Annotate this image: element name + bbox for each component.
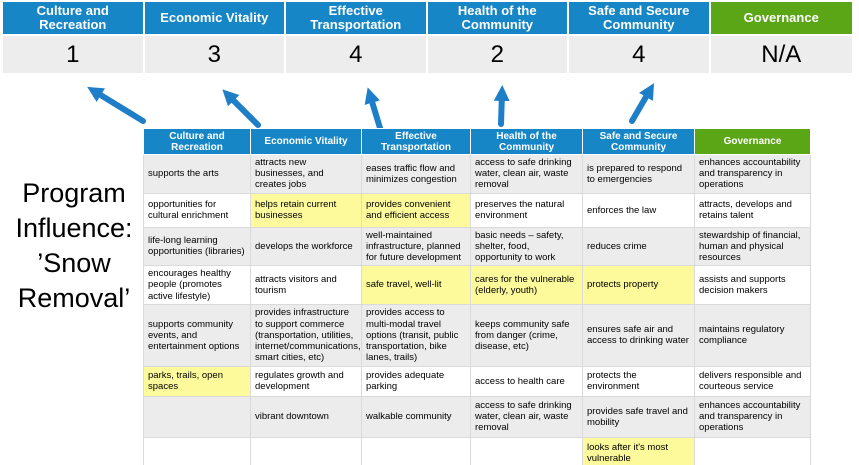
summary-header-health: Health of the Community — [427, 2, 569, 34]
matrix-cell: access to safe drinking water, clean air… — [470, 395, 583, 438]
matrix-cell: attracts new businesses, and creates job… — [250, 154, 362, 194]
matrix-cell: protects property — [582, 265, 695, 305]
table-row: Culture and Recreation Economic Vitality E… — [143, 128, 811, 155]
matrix-cell: eases traffic flow and minimizes congest… — [361, 154, 471, 194]
matrix-cell: regulates growth and development — [250, 365, 362, 397]
summary-header-culture: Culture and Recreation — [3, 2, 145, 34]
matrix-header-cell: Governance — [694, 128, 811, 155]
priority-summary-strip: Culture and Recreation 1 Economic Vitali… — [3, 2, 852, 73]
up-arrow-icon — [493, 85, 510, 127]
table-row: parks, trails, open spaces regulates grow… — [143, 365, 811, 397]
summary-column-transportation: Effective Transportation 4 — [286, 2, 428, 73]
matrix-header-cell: Safe and Secure Community — [582, 128, 695, 155]
matrix-cell: walkable community — [361, 395, 471, 438]
summary-score-governance: N/A — [710, 34, 852, 73]
table-row: looks after it's most vulnerable — [143, 436, 811, 465]
up-arrow-icon — [222, 89, 261, 128]
table-row: life-long learning opportunities (librar… — [143, 226, 811, 267]
matrix-header-cell: Effective Transportation — [361, 128, 471, 155]
summary-score-economic: 3 — [144, 34, 286, 73]
matrix-cell — [361, 436, 471, 465]
matrix-cell: maintains regulatory compliance — [694, 303, 811, 367]
matrix-cell: is prepared to respond to emergencies — [582, 154, 695, 194]
matrix-header-cell: Economic Vitality — [250, 128, 362, 155]
matrix-cell — [143, 436, 251, 465]
matrix-cell — [250, 436, 362, 465]
matrix-cell: reduces crime — [582, 226, 695, 267]
matrix-cell: attracts visitors and tourism — [250, 265, 362, 305]
up-arrow-icon — [87, 86, 146, 124]
matrix-cell: enforces the law — [582, 192, 695, 228]
summary-header-safety: Safe and Secure Community — [569, 2, 711, 34]
matrix-cell: provides safe travel and mobility — [582, 395, 695, 438]
matrix-cell: access to health care — [470, 365, 583, 397]
matrix-cell: basic needs – safety, shelter, food, opp… — [470, 226, 583, 267]
matrix-cell — [143, 395, 251, 438]
matrix-cell: vibrant downtown — [250, 395, 362, 438]
matrix-cell: attracts, develops and retains talent — [694, 192, 811, 228]
summary-column-economic: Economic Vitality 3 — [144, 2, 286, 73]
matrix-cell: safe travel, well-lit — [361, 265, 471, 305]
matrix-cell: provides adequate parking — [361, 365, 471, 397]
summary-header-economic: Economic Vitality — [144, 2, 286, 34]
matrix-cell: protects the environment — [582, 365, 695, 397]
matrix-cell — [470, 436, 583, 465]
matrix-cell: ensures safe air and access to drinking … — [582, 303, 695, 367]
matrix-cell: encourages healthy people (promotes acti… — [143, 265, 251, 305]
matrix-cell: looks after it's most vulnerable — [582, 436, 695, 465]
program-title: Program Influence: ’Snow Removal’ — [15, 178, 133, 314]
summary-column-culture: Culture and Recreation 1 — [3, 2, 145, 73]
matrix-cell: parks, trails, open spaces — [143, 365, 251, 397]
matrix-cell: enhances accountability and transparency… — [694, 395, 811, 438]
matrix-cell: well-maintained infrastructure, planned … — [361, 226, 471, 267]
summary-column-safety: Safe and Secure Community 4 — [569, 2, 711, 73]
matrix-header-cell: Health of the Community — [470, 128, 583, 155]
matrix-header-cell: Culture and Recreation — [143, 128, 251, 155]
up-arrow-icon — [629, 83, 655, 124]
matrix-cell: life-long learning opportunities (librar… — [143, 226, 251, 267]
summary-score-health: 2 — [427, 34, 569, 73]
summary-column-governance: Governance N/A — [710, 2, 852, 73]
matrix-cell: stewardship of financial, human and phys… — [694, 226, 811, 267]
matrix-cell: supports community events, and entertain… — [143, 303, 251, 367]
matrix-cell: develops the workforce — [250, 226, 362, 267]
matrix-cell: supports the arts — [143, 154, 251, 194]
matrix-cell: access to safe drinking water, clean air… — [470, 154, 583, 194]
table-row: supports community events, and entertain… — [143, 303, 811, 367]
table-row: opportunities for cultural enrichment hel… — [143, 192, 811, 228]
table-row: vibrant downtown walkable community access… — [143, 395, 811, 438]
matrix-cell: provides access to multi-modal travel op… — [361, 303, 471, 367]
summary-score-culture: 1 — [3, 34, 145, 73]
summary-header-transportation: Effective Transportation — [286, 2, 428, 34]
summary-score-safety: 4 — [569, 34, 711, 73]
matrix-body: supports the arts attracts new businesses… — [143, 154, 811, 465]
summary-header-governance: Governance — [710, 2, 852, 34]
influence-matrix: Culture and Recreation Economic Vitality E… — [143, 128, 811, 465]
matrix-cell: provides convenient and efficient access — [361, 192, 471, 228]
matrix-cell: assists and supports decision makers — [694, 265, 811, 305]
matrix-header-row: Culture and Recreation Economic Vitality E… — [143, 128, 811, 155]
up-arrow-icon — [364, 87, 383, 131]
matrix-cell: helps retain current businesses — [250, 192, 362, 228]
table-row: encourages healthy people (promotes acti… — [143, 265, 811, 305]
matrix-cell: cares for the vulnerable (elderly, youth… — [470, 265, 583, 305]
matrix-cell: opportunities for cultural enrichment — [143, 192, 251, 228]
matrix-cell: provides infrastructure to support comme… — [250, 303, 362, 367]
summary-score-transportation: 4 — [286, 34, 428, 73]
matrix-cell: keeps community safe from danger (crime,… — [470, 303, 583, 367]
summary-column-health: Health of the Community 2 — [427, 2, 569, 73]
matrix-cell: preserves the natural environment — [470, 192, 583, 228]
table-row: supports the arts attracts new businesses… — [143, 154, 811, 194]
matrix-cell: delivers responsible and courteous servi… — [694, 365, 811, 397]
matrix-cell: enhances accountability and transparency… — [694, 154, 811, 194]
matrix-cell — [694, 436, 811, 465]
